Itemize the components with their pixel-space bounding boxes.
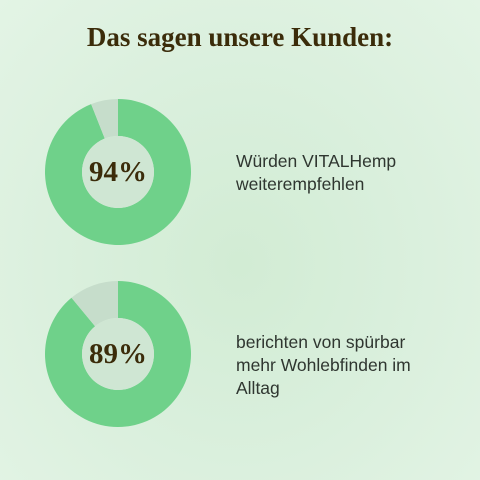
donut-svg-recommend xyxy=(44,99,192,245)
donut-value-recommend: 94% xyxy=(89,156,147,188)
donut-slice-remainder-recommend xyxy=(91,99,118,139)
donut-slice-filled-wellbeing xyxy=(44,281,191,427)
donut-chart-recommend: 94% xyxy=(44,98,192,246)
donut-center-wellbeing xyxy=(82,318,154,390)
headline: Das sagen unsere Kunden: xyxy=(86,22,394,52)
caption-wellbeing: berichten von spürbar mehr Wohlebfinden … xyxy=(236,332,411,398)
donut-center-recommend xyxy=(82,136,154,208)
donut-value-wellbeing: 89% xyxy=(89,338,147,370)
donut-slice-remainder-wellbeing xyxy=(71,281,118,327)
donut-chart-wellbeing: 89% xyxy=(44,280,192,428)
donut-svg-wellbeing xyxy=(44,281,191,427)
donut-slice-filled-recommend xyxy=(44,99,192,245)
caption-recommend: Würden VITALHemp weiterempfehlen xyxy=(236,151,397,194)
